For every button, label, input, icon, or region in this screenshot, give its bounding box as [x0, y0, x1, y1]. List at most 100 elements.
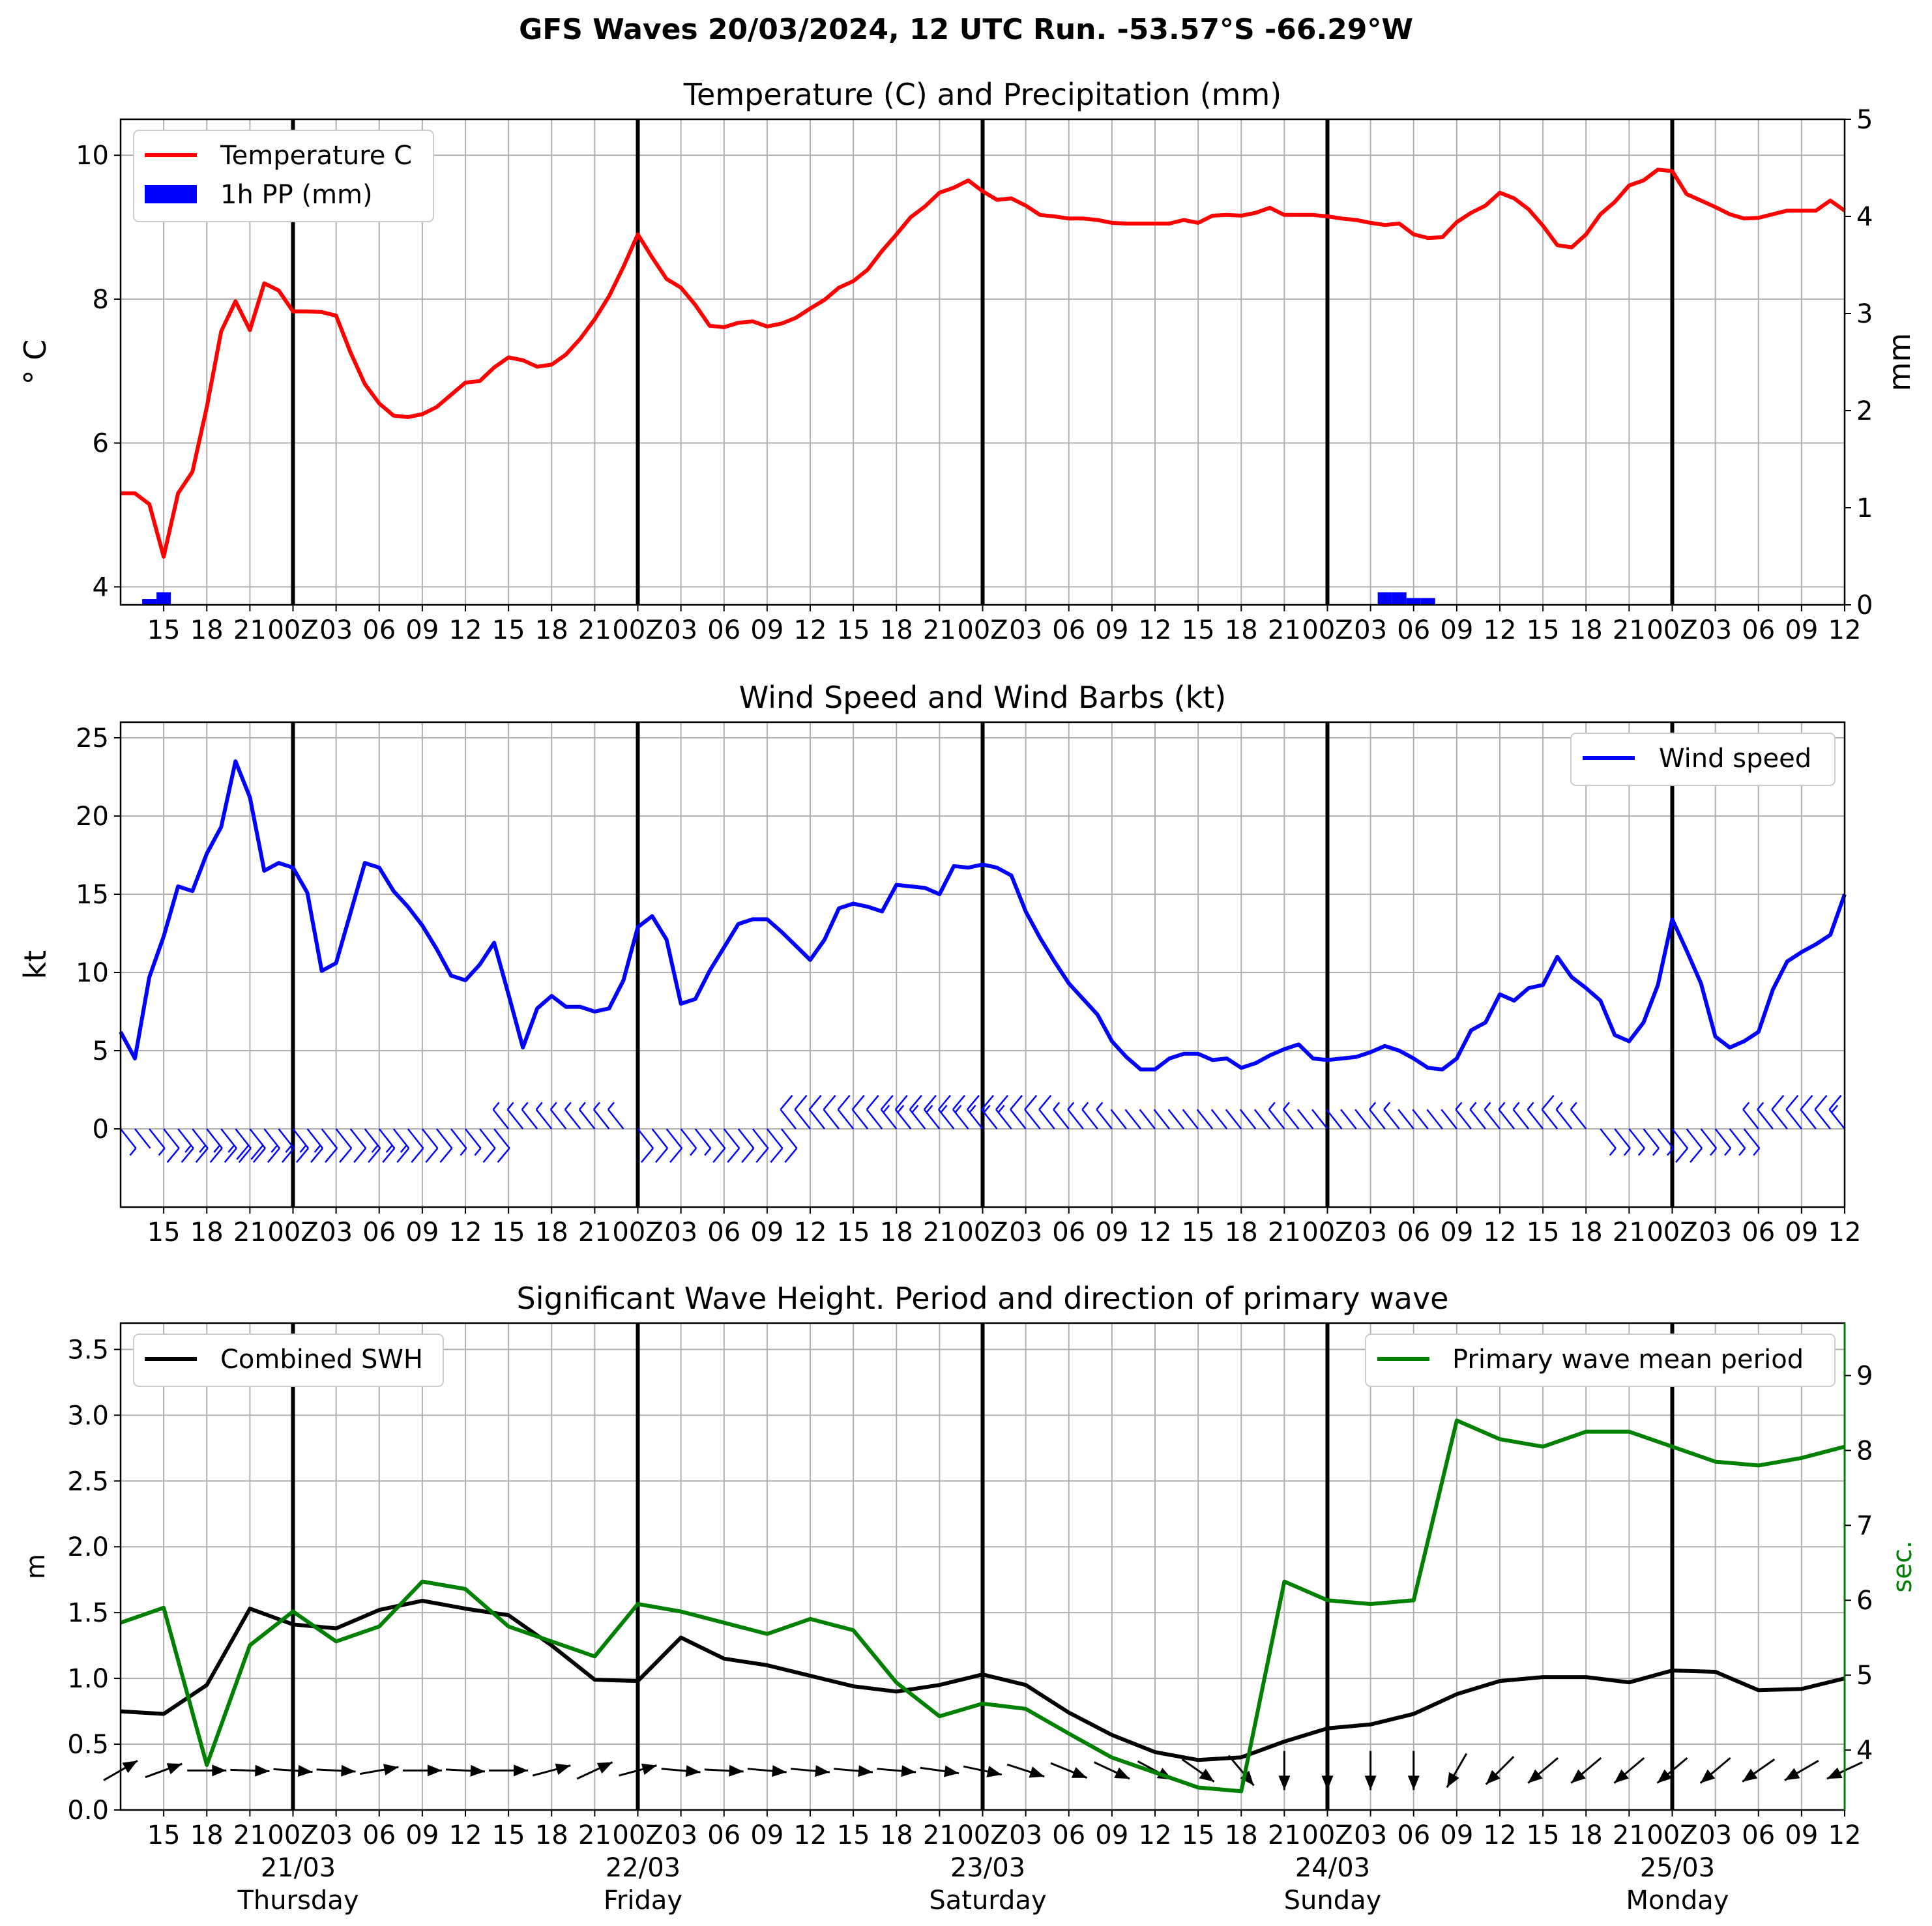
temperature-line — [121, 168, 1846, 559]
precip-bar — [1406, 598, 1421, 605]
wind-barb-staff — [1110, 1109, 1127, 1130]
wind-barb — [952, 1094, 969, 1130]
wind-barb-flag — [837, 1094, 851, 1111]
wind-barb-staff — [1643, 1128, 1660, 1149]
wind-barb-flag — [1828, 1094, 1842, 1111]
wind-barb-flag — [1512, 1102, 1520, 1111]
wind-barb-staff — [1785, 1109, 1802, 1130]
wind-barb-staff — [206, 1128, 223, 1149]
wind-barb-flag — [325, 1147, 338, 1163]
wind-barb-flag — [564, 1102, 572, 1111]
wave-arrow-head — [1114, 1767, 1130, 1779]
wave-arrow-head — [1446, 1772, 1459, 1788]
legend-label-precip: 1h PP (mm) — [220, 180, 373, 210]
wind-barb — [364, 1128, 381, 1163]
wave-direction-arrow — [316, 1764, 356, 1777]
wind-barb — [378, 1128, 396, 1163]
wind-barb-flag — [1038, 1094, 1052, 1111]
x-tick-label: 12 — [1828, 1820, 1862, 1850]
wind-barb-staff — [1369, 1109, 1386, 1130]
wind-barb-flag — [310, 1147, 323, 1163]
wind-barb-staff — [593, 1109, 610, 1130]
wind-barb — [651, 1128, 669, 1163]
wave-direction-arrow — [1570, 1757, 1602, 1784]
wind-barb — [465, 1128, 482, 1156]
wind-barb-staff — [1225, 1109, 1242, 1130]
panel-title: Wind Speed and Wind Barbs (kt) — [739, 680, 1226, 715]
wave-direction-arrow — [1446, 1753, 1468, 1788]
wind-barb — [1729, 1128, 1746, 1156]
wind-barb-staff — [549, 1109, 567, 1130]
wave-direction-arrow — [230, 1764, 270, 1777]
y2-tick-label: 8 — [1856, 1436, 1873, 1466]
wave-direction-arrow — [1094, 1761, 1130, 1780]
wind-barb-staff — [450, 1128, 467, 1149]
figure-title: GFS Waves 20/03/2024, 12 UTC Run. -53.57… — [519, 13, 1413, 46]
x-tick-label: 09 — [750, 615, 783, 645]
x-tick-label: 09 — [750, 1218, 783, 1248]
wind-barb-flag — [1369, 1102, 1377, 1111]
wind-barb — [1743, 1128, 1761, 1156]
wind-barb-staff — [794, 1109, 811, 1130]
wind-barb-flag — [593, 1102, 600, 1111]
wind-barb-staff — [578, 1109, 596, 1130]
wind-barb-flag — [780, 1094, 793, 1111]
wind-barb-flag — [1053, 1102, 1061, 1111]
wind-barb — [1757, 1102, 1774, 1130]
x-tick-label: 18 — [1225, 615, 1258, 645]
wind-barb-staff — [1628, 1128, 1645, 1149]
wave-arrow-head — [944, 1765, 959, 1777]
wind-barb — [578, 1102, 596, 1130]
x-tick-label: 12 — [449, 1820, 482, 1850]
wave-direction-arrow — [1485, 1756, 1515, 1785]
y2-axis-label: mm — [1882, 333, 1917, 392]
wind-barb-flag — [578, 1102, 586, 1111]
wind-barb-staff — [1210, 1109, 1228, 1130]
wind-barb-staff — [407, 1128, 424, 1149]
wave-arrow-head — [1407, 1775, 1420, 1790]
wind-barb-staff — [1614, 1128, 1631, 1149]
wave-direction-arrow — [1784, 1760, 1819, 1781]
wind-barb — [1426, 1109, 1443, 1130]
wind-barb-flag — [385, 1145, 393, 1153]
wind-barb — [1153, 1109, 1171, 1130]
wind-barb-staff — [780, 1128, 798, 1149]
wind-barb-flag — [238, 1147, 252, 1163]
wind-barb-flag — [1742, 1102, 1750, 1111]
plot-frame — [119, 721, 1846, 1208]
wave-arrow-head — [166, 1763, 183, 1775]
x-tick-label: 00Z — [1302, 1218, 1353, 1248]
wind-barb — [235, 1128, 252, 1163]
wind-barb-staff — [1412, 1109, 1429, 1130]
wind-barb-staff — [1024, 1109, 1041, 1130]
wind-barb-flag — [952, 1094, 965, 1111]
wind-barb-staff — [737, 1128, 755, 1149]
wind-barb — [1671, 1128, 1688, 1163]
swh-line — [120, 1599, 1845, 1762]
wind-barb-flag — [158, 1147, 166, 1156]
wind-barb-flag — [712, 1147, 726, 1163]
x-tick-label: 06 — [707, 615, 740, 645]
y-tick-label: 0.5 — [67, 1730, 109, 1760]
x-tick-label: 09 — [1785, 1820, 1818, 1850]
y2-tick-label: 7 — [1856, 1511, 1873, 1541]
x-tick-label: 00Z — [1647, 615, 1697, 645]
legend-label-swh: Combined SWH — [220, 1345, 423, 1375]
day-weekday-label: Friday — [604, 1886, 682, 1916]
y2-tick-label: 9 — [1856, 1361, 1873, 1391]
x-tick-label: 00Z — [1647, 1218, 1697, 1248]
wave-direction-arrow — [273, 1765, 313, 1777]
x-tick-label: 00Z — [267, 615, 318, 645]
wind-barb-staff — [1398, 1109, 1414, 1130]
wave-arrow-head — [1199, 1768, 1214, 1782]
wind-barb-staff — [1555, 1109, 1573, 1130]
wind-barb-flag — [1383, 1102, 1391, 1111]
x-tick-label: 00Z — [1647, 1820, 1697, 1850]
wave-arrow-head — [122, 1760, 138, 1773]
x-tick-label: 03 — [1699, 1218, 1732, 1248]
wind-barb-staff — [364, 1128, 381, 1149]
wind-barb — [694, 1128, 712, 1156]
x-tick-label: 12 — [1828, 1218, 1862, 1248]
wind-barb-staff — [909, 1109, 926, 1130]
x-tick-label: 18 — [190, 1820, 224, 1850]
